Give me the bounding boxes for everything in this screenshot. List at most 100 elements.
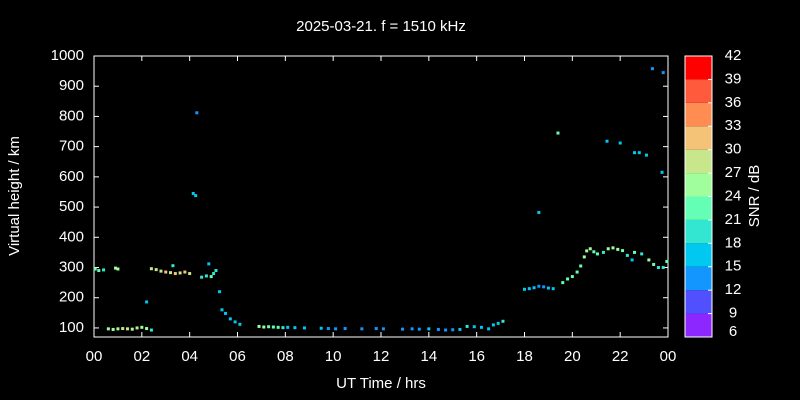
data-point bbox=[116, 327, 120, 331]
data-point bbox=[575, 270, 579, 274]
data-point bbox=[140, 325, 144, 329]
data-point bbox=[640, 252, 644, 256]
colorbar-band bbox=[685, 149, 712, 174]
data-point bbox=[207, 262, 211, 266]
data-point bbox=[106, 327, 110, 331]
data-point bbox=[360, 327, 364, 331]
colorbar-band bbox=[685, 290, 712, 314]
data-point bbox=[561, 281, 565, 285]
data-point bbox=[302, 326, 306, 330]
colorbar-tick-label: 36 bbox=[725, 94, 742, 111]
x-tick-label: 20 bbox=[564, 348, 581, 365]
y-tick-label: 1000 bbox=[51, 47, 84, 64]
colorbar-tick-label: 42 bbox=[725, 47, 742, 64]
data-point bbox=[551, 287, 555, 291]
data-point bbox=[97, 269, 101, 273]
data-point bbox=[532, 286, 536, 290]
data-point bbox=[281, 326, 285, 330]
data-point bbox=[542, 285, 546, 289]
data-point bbox=[111, 327, 115, 331]
x-tick-label: 04 bbox=[181, 348, 198, 365]
data-point bbox=[618, 141, 622, 145]
x-tick-label: 00 bbox=[660, 348, 677, 365]
data-point bbox=[191, 191, 195, 195]
colorbar-band bbox=[685, 219, 712, 244]
colorbar-tick-label: 6 bbox=[729, 323, 737, 340]
x-axis-label: UT Time / hrs bbox=[336, 375, 426, 392]
colorbar-band bbox=[685, 126, 712, 150]
data-point bbox=[178, 271, 182, 275]
data-point bbox=[479, 325, 483, 329]
y-tick-label: 400 bbox=[59, 228, 84, 245]
data-point bbox=[204, 274, 208, 278]
colorbar-tick-label: 30 bbox=[725, 141, 742, 158]
colorbar-tick-label: 27 bbox=[725, 164, 742, 181]
data-point bbox=[125, 327, 129, 331]
data-point bbox=[621, 249, 625, 253]
data-point bbox=[233, 320, 237, 324]
data-point bbox=[644, 153, 648, 157]
data-point bbox=[381, 327, 385, 331]
y-tick-label: 800 bbox=[59, 107, 84, 124]
colorbar-band bbox=[685, 102, 712, 127]
colorbar-tick-label: 15 bbox=[725, 258, 742, 275]
data-point bbox=[660, 170, 664, 174]
y-tick-label: 300 bbox=[59, 258, 84, 275]
data-point bbox=[465, 324, 469, 328]
data-point bbox=[556, 131, 560, 135]
data-point bbox=[427, 327, 431, 331]
data-point bbox=[214, 269, 218, 273]
data-point bbox=[601, 250, 605, 254]
data-point bbox=[472, 325, 476, 329]
data-point bbox=[491, 323, 495, 327]
data-point bbox=[145, 327, 149, 331]
x-tick-label: 16 bbox=[468, 348, 485, 365]
data-point bbox=[527, 287, 531, 291]
data-point bbox=[436, 327, 440, 331]
colorbar-tick-label: 33 bbox=[725, 117, 742, 134]
data-point bbox=[579, 264, 583, 268]
data-point bbox=[149, 328, 153, 332]
data-point bbox=[374, 327, 378, 331]
data-point bbox=[537, 211, 541, 215]
y-tick-label: 200 bbox=[59, 289, 84, 306]
data-point bbox=[546, 286, 550, 290]
y-axis-label: Virtual height / km bbox=[6, 136, 23, 256]
data-point bbox=[102, 268, 106, 272]
data-point bbox=[293, 326, 297, 330]
data-point bbox=[588, 247, 592, 251]
data-point bbox=[582, 255, 586, 259]
colorbar-tick-label: 21 bbox=[725, 211, 742, 228]
data-point bbox=[188, 272, 192, 276]
data-point bbox=[410, 327, 414, 331]
data-point bbox=[661, 266, 665, 270]
x-tick-label: 18 bbox=[516, 348, 533, 365]
data-point bbox=[121, 327, 125, 331]
data-point bbox=[173, 272, 177, 276]
data-point bbox=[537, 284, 541, 288]
colorbar-band bbox=[685, 173, 712, 197]
data-point bbox=[130, 327, 134, 331]
x-tick-label: 10 bbox=[325, 348, 342, 365]
chart-title: 2025-03-21. f = 1510 kHz bbox=[296, 18, 466, 35]
data-point bbox=[209, 275, 213, 279]
colorbar-band bbox=[685, 79, 712, 103]
data-point bbox=[605, 139, 609, 143]
data-point bbox=[212, 272, 216, 276]
data-point bbox=[487, 327, 491, 331]
data-point bbox=[271, 325, 275, 329]
data-point bbox=[616, 247, 620, 251]
data-point bbox=[566, 277, 570, 281]
data-point bbox=[195, 111, 199, 115]
data-point bbox=[343, 327, 347, 331]
colorbar-tick-label: 39 bbox=[725, 70, 742, 87]
data-point bbox=[444, 328, 448, 332]
x-tick-label: 12 bbox=[373, 348, 390, 365]
data-point bbox=[171, 264, 175, 268]
data-point bbox=[451, 328, 455, 332]
colorbar-label: SNR / dB bbox=[746, 165, 763, 228]
x-tick-label: 06 bbox=[229, 348, 246, 365]
data-point bbox=[276, 325, 280, 329]
